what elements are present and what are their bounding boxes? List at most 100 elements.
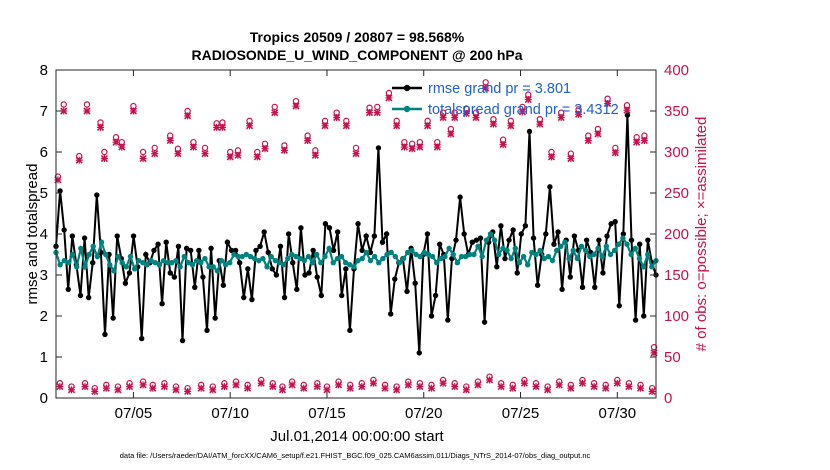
y-right-tick-label: 100 <box>664 308 689 325</box>
totalspread-point <box>628 251 634 258</box>
rmse-point <box>220 282 227 288</box>
rmse-point <box>604 233 610 239</box>
totalspread-point <box>185 260 192 266</box>
totalspread-point <box>160 257 167 264</box>
totalspread-point <box>413 251 419 258</box>
obs-assimilated-point <box>474 381 482 389</box>
obs-possible-point <box>83 101 91 108</box>
obs-possible-point <box>101 148 108 156</box>
totalspread-point <box>620 235 626 241</box>
rmse-point <box>306 270 312 276</box>
obs-assimilated-point <box>118 143 126 151</box>
rmse-point <box>139 335 145 342</box>
obs-assimilated-point <box>271 109 279 117</box>
rmse-point <box>428 313 435 319</box>
totalspread-point <box>115 253 121 260</box>
rmse-point <box>498 223 504 229</box>
totalspread-point <box>90 243 96 249</box>
obs-assimilated-point <box>352 150 360 158</box>
totalspread-point <box>471 251 477 258</box>
obs-assimilated-point <box>393 386 401 394</box>
rmse-point <box>143 251 149 258</box>
chart-title-line2: RADIOSONDE_U_WIND_COMPONENT @ 200 hPa <box>191 47 522 63</box>
totalspread-point <box>231 251 237 258</box>
obs-assimilated-point <box>125 382 134 391</box>
totalspread-point <box>450 251 456 258</box>
totalspread-point <box>616 241 622 247</box>
rmse-point <box>477 235 484 241</box>
obs-assimilated-point <box>650 349 658 357</box>
totalspread-point <box>516 260 523 266</box>
rmse-point <box>363 233 369 239</box>
obs-assimilated-point <box>67 386 76 394</box>
totalspread-point <box>500 245 506 252</box>
totalspread-point <box>239 253 245 260</box>
totalspread-point <box>148 257 154 264</box>
rmse-point <box>81 235 88 241</box>
obs-assimilated-point <box>567 384 575 392</box>
totalspread-point <box>264 264 270 270</box>
totalspread-point <box>326 245 332 252</box>
totalspread-point <box>578 243 585 249</box>
obs-assimilated-point <box>129 107 137 115</box>
y-right-tick-label: 50 <box>664 349 681 366</box>
totalspread-point <box>367 257 374 264</box>
totalspread-point <box>202 255 208 262</box>
rmse-point <box>122 280 129 286</box>
obs-assimilated-point <box>594 130 602 138</box>
obs-assimilated-point <box>81 382 89 391</box>
obs-assimilated-point <box>365 109 374 117</box>
obs-assimilated-point <box>220 382 228 391</box>
obs-assimilated-point <box>518 108 527 116</box>
rmse-point <box>151 247 157 254</box>
rmse-point <box>175 243 182 249</box>
totalspread-point <box>574 255 581 262</box>
y-left-tick-label: 6 <box>40 144 48 161</box>
totalspread-point <box>102 251 109 258</box>
obs-assimilated-point <box>114 386 122 394</box>
rmse-point <box>339 292 345 299</box>
x-tick-label: 07/25 <box>502 405 540 422</box>
totalspread-point <box>338 253 345 260</box>
rmse-point <box>163 239 169 245</box>
totalspread-point <box>595 245 601 252</box>
rmse-point <box>261 229 267 235</box>
totalspread-point <box>268 253 274 260</box>
totalspread-point <box>371 253 378 260</box>
x-tick-label: 07/15 <box>308 405 346 422</box>
rmse-point <box>412 280 418 286</box>
rmse-point <box>314 274 320 280</box>
y-right-tick-label: 350 <box>664 103 689 120</box>
obs-assimilated-point <box>555 381 563 389</box>
totalspread-point <box>409 247 415 254</box>
obs-assimilated-point <box>257 379 265 387</box>
totalspread-point <box>351 264 357 270</box>
totalspread-point <box>525 262 531 268</box>
totalspread-point <box>98 239 105 245</box>
y-left-tick-label: 7 <box>40 103 48 120</box>
totalspread-point <box>144 262 150 268</box>
obs-assimilated-point <box>520 379 528 387</box>
totalspread-point <box>454 260 461 266</box>
rmse-point <box>404 288 410 295</box>
totalspread-point <box>355 257 361 264</box>
totalspread-point <box>276 260 283 266</box>
totalspread-point <box>86 251 92 258</box>
obs-assimilated-point <box>544 386 552 394</box>
obs-assimilated-point <box>174 150 182 158</box>
totalspread-point <box>235 253 241 260</box>
y-left-tick-label: 2 <box>40 308 48 325</box>
rmse-point <box>269 266 276 272</box>
totalspread-point <box>504 247 510 254</box>
rmse-point <box>592 284 598 290</box>
rmse-point <box>281 294 288 301</box>
obs-assimilated-point <box>184 387 192 396</box>
x-tick-label: 07/20 <box>405 405 443 422</box>
totalspread-point <box>309 260 316 266</box>
obs-assimilated-point <box>381 384 389 392</box>
rmse-point <box>567 274 573 280</box>
rmse-point <box>628 237 635 243</box>
rmse-point <box>461 231 467 237</box>
totalspread-point <box>649 264 655 270</box>
rmse-point <box>334 229 341 235</box>
